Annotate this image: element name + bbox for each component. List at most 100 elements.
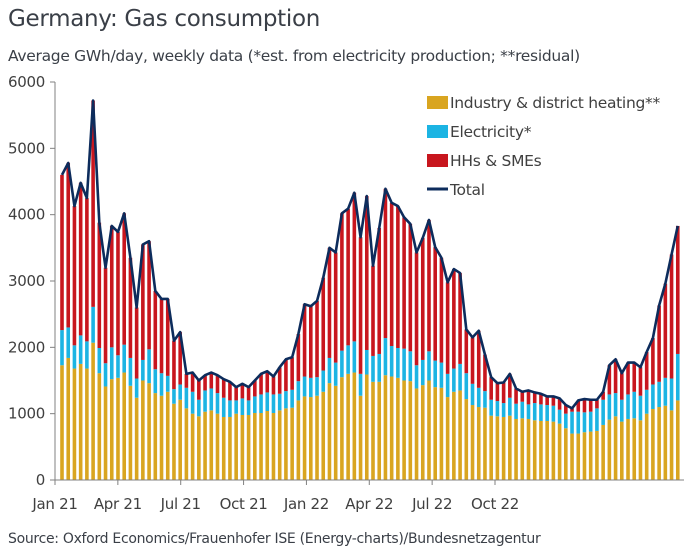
bar-electricity — [128, 357, 133, 386]
bar-industry — [638, 420, 643, 480]
bar-households — [203, 375, 207, 391]
bar-electricity — [234, 400, 238, 414]
bar-households — [408, 223, 413, 352]
bar-industry — [346, 373, 350, 480]
bar-industry — [134, 397, 139, 480]
bar-households — [445, 282, 450, 374]
bar-industry — [271, 413, 276, 480]
bar-households — [246, 387, 251, 401]
bar-households — [551, 396, 556, 406]
bar-industry — [184, 408, 189, 480]
bar-industry — [601, 424, 605, 480]
bar-electricity — [240, 398, 245, 415]
y-tick-label: 1000 — [8, 405, 45, 423]
bar-industry — [290, 407, 294, 480]
bar-households — [669, 254, 674, 379]
bar-industry — [396, 377, 400, 480]
bar-industry — [582, 432, 587, 480]
bar-industry — [141, 380, 145, 480]
bar-households — [85, 198, 89, 342]
bar-industry — [147, 383, 151, 480]
bar-industry — [197, 416, 201, 480]
bar-households — [526, 390, 531, 405]
bar-electricity — [452, 368, 456, 392]
y-tick-label: 2000 — [8, 338, 45, 356]
bar-industry — [377, 381, 382, 480]
bar-households — [122, 213, 126, 345]
bar-electricity — [601, 399, 605, 425]
bar-industry — [675, 400, 680, 480]
x-tick-label: Jan 21 — [31, 495, 77, 513]
bar-households — [240, 383, 245, 399]
bar-households — [663, 283, 668, 378]
x-tick-label: Apr 22 — [345, 495, 393, 513]
y-tick-label: 3000 — [8, 272, 45, 290]
bar-households — [626, 362, 630, 395]
bar-industry — [532, 420, 537, 480]
bar-electricity — [66, 327, 71, 358]
bar-industry — [588, 431, 593, 480]
bar-households — [489, 377, 493, 400]
bar-households — [377, 227, 382, 354]
bar-households — [178, 332, 182, 385]
bar-households — [470, 337, 475, 384]
bar-industry — [203, 411, 207, 480]
bar-electricity — [184, 387, 189, 409]
bar-electricity — [532, 403, 537, 421]
bar-electricity — [302, 376, 307, 397]
bar-industry — [408, 381, 413, 480]
bar-households — [508, 373, 512, 398]
bar-households — [439, 257, 444, 363]
bar-electricity — [209, 388, 214, 411]
bar-industry — [128, 385, 133, 480]
chart-subtitle: Average GWh/day, weekly data (*est. from… — [8, 47, 580, 65]
bar-electricity — [613, 393, 618, 417]
bar-industry — [209, 410, 214, 480]
bar-electricity — [72, 345, 77, 369]
bar-households — [644, 351, 649, 390]
bar-industry — [420, 385, 425, 480]
bar-industry — [489, 415, 493, 480]
bar-electricity — [389, 346, 394, 377]
bar-households — [532, 392, 537, 404]
x-tick-label: Jan 22 — [283, 495, 329, 513]
bar-electricity — [377, 353, 382, 382]
bar-households — [315, 300, 319, 378]
bar-industry — [427, 380, 431, 480]
bar-industry — [352, 372, 357, 480]
bar-electricity — [427, 351, 431, 381]
bar-electricity — [197, 399, 201, 417]
bar-electricity — [60, 330, 64, 366]
bar-electricity — [557, 409, 562, 424]
bar-industry — [302, 396, 307, 480]
bar-industry — [190, 413, 195, 480]
bar-electricity — [284, 391, 288, 409]
bar-electricity — [501, 403, 506, 417]
bar-households — [657, 305, 661, 382]
bar-electricity — [333, 362, 338, 386]
bar-electricity — [290, 389, 294, 408]
bar-industry — [620, 421, 624, 480]
bar-households — [514, 388, 518, 404]
bar-households — [172, 340, 176, 390]
y-tick-label: 6000 — [8, 73, 45, 91]
bar-industry — [253, 413, 257, 480]
bar-electricity — [408, 351, 413, 382]
bar-electricity — [663, 377, 668, 406]
bar-electricity — [644, 389, 649, 414]
bar-electricity — [402, 348, 406, 381]
bar-industry — [159, 395, 164, 480]
bar-electricity — [632, 391, 637, 419]
bar-industry — [340, 377, 344, 480]
bar-households — [539, 393, 543, 405]
bar-industry — [116, 377, 120, 480]
bar-electricity — [383, 338, 388, 376]
bar-households — [109, 225, 114, 348]
bar-electricity — [91, 306, 95, 343]
bar-households — [346, 208, 350, 346]
bar-industry — [439, 387, 444, 480]
bar-electricity — [358, 373, 363, 396]
bar-industry — [165, 391, 170, 480]
bar-industry — [333, 385, 338, 480]
bar-industry — [539, 420, 543, 480]
